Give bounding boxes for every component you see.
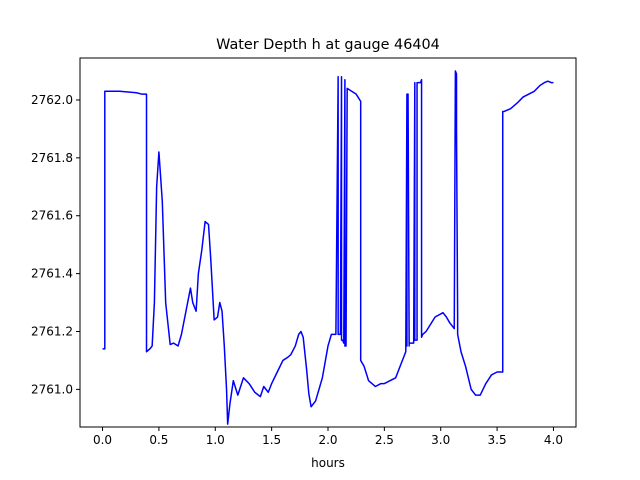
x-tick-label: 4.0 [544,433,563,447]
x-axis: 0.0 0.5 1.0 1.5 2.0 2.5 3.0 3.5 4.0 [93,427,563,447]
y-axis: 2761.0 2761.2 2761.4 2761.6 2761.8 2762.0 [31,93,80,396]
x-tick-label: 3.0 [431,433,450,447]
x-tick-label: 2.0 [318,433,337,447]
x-tick-label: 1.0 [206,433,225,447]
x-tick-label: 0.0 [93,433,112,447]
x-tick-label: 2.5 [375,433,394,447]
x-tick-label: 1.5 [262,433,281,447]
x-tick-label: 3.5 [488,433,507,447]
series-line-0 [102,70,554,425]
x-tick-label: 0.5 [149,433,168,447]
y-tick-label: 2761.4 [31,267,73,281]
y-tick-label: 2761.0 [31,382,73,396]
y-tick-label: 2761.6 [31,209,73,223]
y-tick-label: 2762.0 [31,93,73,107]
y-tick-label: 2761.2 [31,324,73,338]
chart-title: Water Depth h at gauge 46404 [216,37,440,53]
y-tick-label: 2761.8 [31,151,73,165]
x-axis-label: hours [311,456,345,470]
